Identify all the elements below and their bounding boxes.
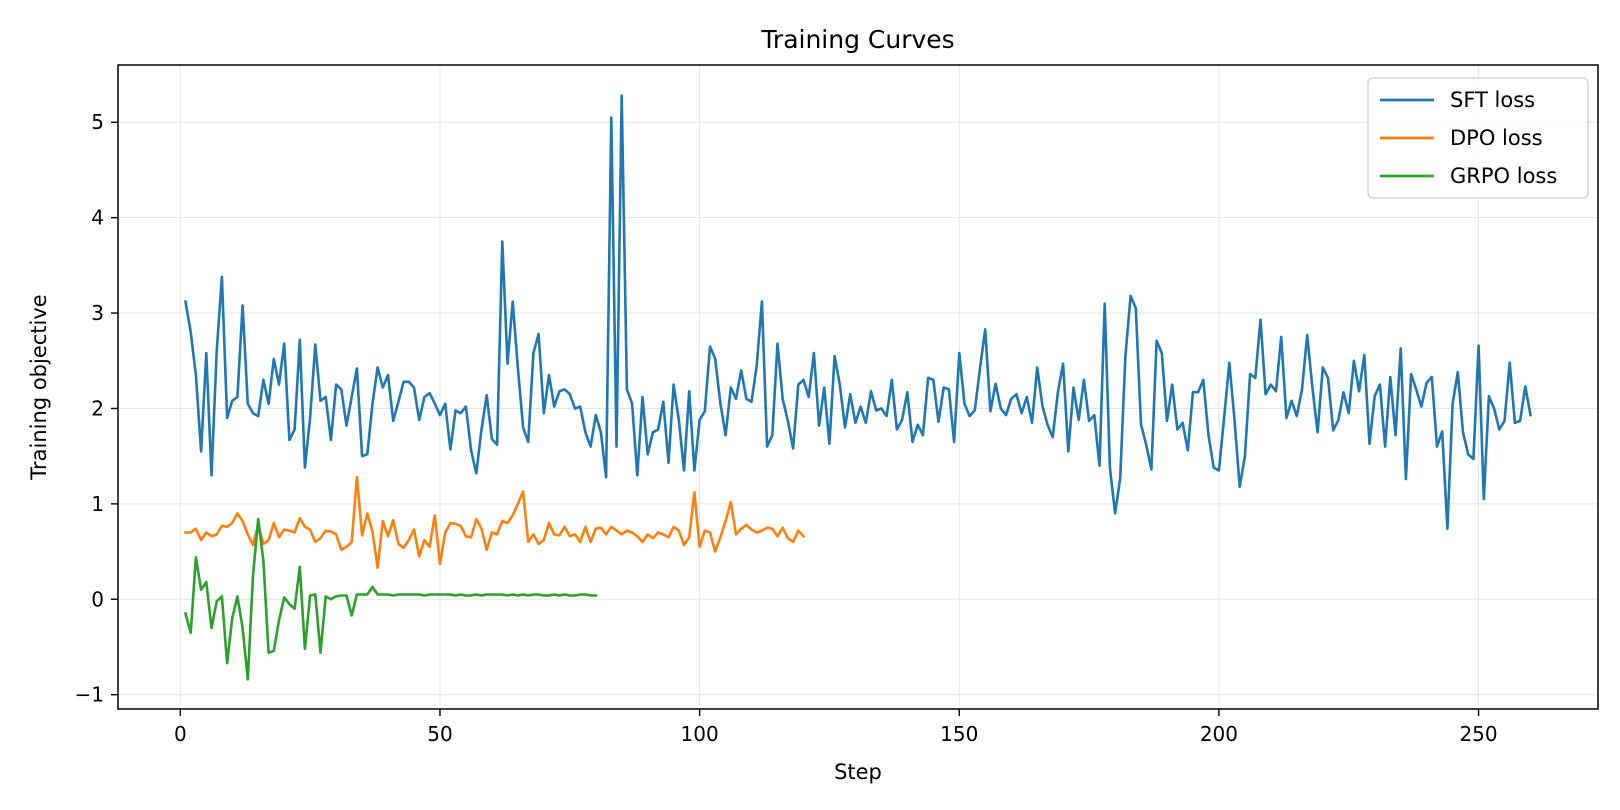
- y-axis-title: Training objective: [27, 294, 51, 480]
- legend-label: GRPO loss: [1450, 164, 1557, 188]
- plot-frame: [117, 64, 1599, 710]
- grid-lines: [118, 65, 1598, 709]
- legend: SFT loss DPO loss GRPO loss: [1367, 77, 1589, 199]
- y-tick-label: 2: [91, 396, 104, 420]
- series-line-grpo-loss: [183, 517, 598, 681]
- series-line-sft-loss: [184, 94, 1533, 531]
- y-tick-label: −1: [75, 683, 104, 707]
- y-tick-label: 3: [91, 301, 104, 325]
- x-tick-label: 50: [427, 722, 452, 746]
- legend-box: [1367, 77, 1589, 199]
- axis-ticks: 0 50 100 150 200 250 −1 0 1 2 3 4 5: [75, 110, 1498, 746]
- x-axis-title: Step: [834, 760, 882, 784]
- x-tick-label: 100: [681, 722, 719, 746]
- x-tick-label: 150: [940, 722, 978, 746]
- x-tick-label: 200: [1200, 722, 1238, 746]
- y-tick-label: 5: [91, 110, 104, 134]
- x-tick-label: 250: [1459, 722, 1497, 746]
- series-layer: [183, 94, 1533, 681]
- legend-label: DPO loss: [1450, 126, 1543, 150]
- chart-title: Training Curves: [760, 25, 954, 54]
- legend-label: SFT loss: [1450, 88, 1535, 112]
- series-line-dpo-loss: [184, 475, 806, 570]
- y-tick-label: 1: [91, 492, 104, 516]
- y-tick-label: 0: [91, 587, 104, 611]
- y-tick-label: 4: [91, 206, 104, 230]
- x-tick-label: 0: [174, 722, 187, 746]
